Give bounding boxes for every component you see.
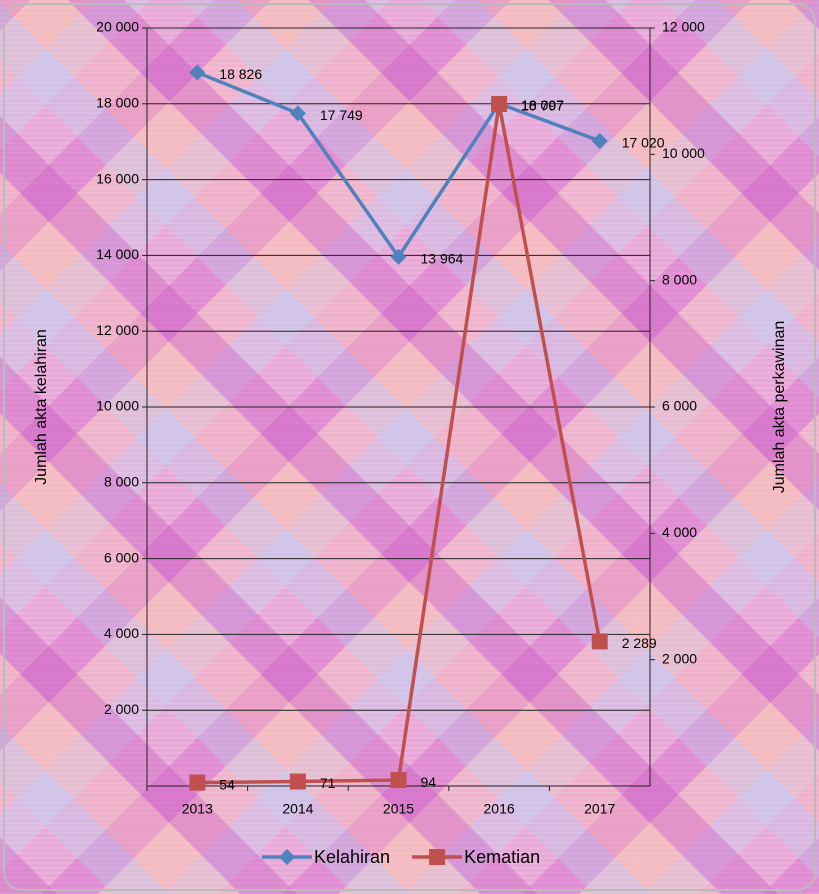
data-label: 54 <box>219 776 235 792</box>
data-label: 17 020 <box>622 135 665 151</box>
point <box>591 633 608 650</box>
y-tick-label: 10 000 <box>96 398 139 414</box>
point <box>591 132 608 149</box>
y2-tick-label: 8 000 <box>662 271 697 287</box>
frame <box>3 3 816 891</box>
point <box>390 248 407 265</box>
data-label: 17 749 <box>320 107 363 123</box>
x-tick-label: 2015 <box>383 801 414 817</box>
point <box>390 772 407 789</box>
x-tick-label: 2013 <box>182 801 213 817</box>
data-label: 2 289 <box>622 635 657 651</box>
point <box>189 774 206 791</box>
legend-label: Kematian <box>464 847 540 867</box>
y2-tick-label: 12 000 <box>662 19 705 35</box>
y2-tick-label: 2 000 <box>662 650 697 666</box>
point <box>289 105 306 122</box>
point <box>491 95 508 112</box>
y2-axis-title: Jumlah akta perkawinan <box>771 321 788 494</box>
y-tick-label: 18 000 <box>96 95 139 111</box>
series-line <box>197 103 602 785</box>
data-label: 10 797 <box>521 98 564 114</box>
y2-tick-label: 4 000 <box>662 524 697 540</box>
y2-tick-label: 10 000 <box>662 145 705 161</box>
data-label: 18 826 <box>219 66 262 82</box>
data-label: 94 <box>421 774 437 790</box>
y-tick-label: 8 000 <box>104 474 139 490</box>
y-tick-label: 12 000 <box>96 322 139 338</box>
y-tick-label: 16 000 <box>96 170 139 186</box>
y-tick-label: 2 000 <box>104 701 139 717</box>
data-label: 71 <box>320 775 336 791</box>
y-axis-title: Jumlah akta kelahiran <box>33 329 50 485</box>
x-tick-label: 2016 <box>484 801 515 817</box>
y-tick-label: 6 000 <box>104 549 139 565</box>
y-tick-label: 14 000 <box>96 246 139 262</box>
y-tick-label: 20 000 <box>96 19 139 35</box>
data-label: 18 007 <box>521 97 564 113</box>
legend-marker <box>429 849 446 865</box>
point <box>289 773 306 790</box>
legend-marker <box>279 849 295 865</box>
point <box>189 64 206 81</box>
legend-label: Kelahiran <box>314 847 390 867</box>
x-tick-label: 2014 <box>282 801 313 817</box>
y-tick-label: 4 000 <box>104 625 139 641</box>
y2-tick-label: 6 000 <box>662 398 697 414</box>
x-tick-label: 2017 <box>584 801 615 817</box>
data-label: 13 964 <box>421 250 464 266</box>
